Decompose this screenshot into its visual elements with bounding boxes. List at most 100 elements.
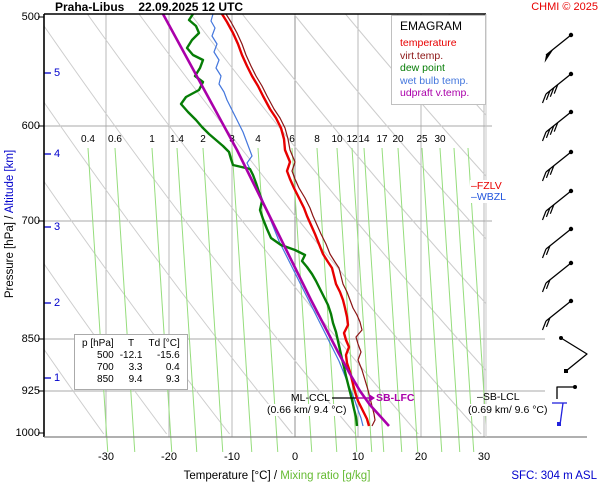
pressure-tick-700: 700 — [21, 215, 40, 227]
temp-tick-20: 20 — [414, 451, 428, 463]
pressure-tick-600: 600 — [21, 120, 40, 132]
ml-ccl-label: ML-CCL — [290, 392, 330, 404]
ml-ccl-detail: (0.66 km/ 9.4 °C) — [266, 404, 348, 416]
wind-barb-icon — [541, 149, 574, 182]
wind-barb-shaft — [560, 337, 588, 372]
altitude-tick-3: 3 — [54, 221, 61, 233]
table-row: 850 9.4 9.3 — [79, 374, 183, 386]
altitude-tick-2: 2 — [54, 297, 61, 309]
table-header-temp: T — [128, 338, 135, 349]
mixing-ratio-line — [151, 147, 173, 452]
temp-tick-10: 10 — [351, 451, 365, 463]
legend-updraft-vtemp: udpraft v.temp. — [400, 87, 470, 99]
plot-frame — [43, 13, 587, 438]
altitude-tick-4: 4 — [54, 148, 61, 160]
surface-elevation-label: SFC: 304 m ASL — [511, 470, 597, 482]
legend-wet-bulb: wet bulb temp. — [400, 74, 469, 87]
mix-label-30: 30 — [434, 134, 446, 145]
mix-label-12: 12 — [346, 134, 358, 145]
wind-barbs — [541, 32, 588, 426]
altitude-axis-label: Altitude [km] — [4, 149, 16, 214]
mixing-ratio-line — [114, 147, 136, 452]
dry-adiabat — [190, 14, 486, 372]
table-row: 500 -12.1 -15.6 — [79, 350, 183, 362]
cell-p-500: 500 — [97, 350, 114, 361]
altitude-tick-5: 5 — [54, 67, 61, 79]
sounding-datetime: 22.09.2025 12 UTC — [138, 0, 244, 14]
sb-lfc-label: SB-LFC — [376, 392, 415, 404]
freezing-level-label: –FZLV — [470, 180, 503, 192]
annotation-markers — [332, 394, 375, 402]
mixing-ratio-line — [231, 147, 253, 452]
wind-barb-icon — [541, 260, 574, 293]
wind-barb-icon — [541, 109, 574, 142]
station-name: Praha-Libus — [55, 0, 125, 14]
temp-tick--20: -20 — [161, 451, 177, 463]
legend-temperature: temperature — [400, 37, 457, 49]
altitude-tick-1: 1 — [54, 372, 61, 384]
temp-tick--10: -10 — [224, 451, 240, 463]
updraft-virtual-temperature-curve — [161, 14, 390, 427]
mix-label-8: 8 — [314, 134, 320, 145]
table-header-pressure: p [hPa] — [82, 338, 114, 349]
mix-label-17: 17 — [376, 134, 388, 145]
wind-barb-shaft — [556, 386, 575, 399]
wind-barb-icon — [541, 298, 574, 331]
mixing-ratio-line — [421, 147, 443, 452]
mixing-ratio-line — [363, 147, 385, 452]
mixing-ratio-line — [397, 147, 419, 452]
table-row: 700 3.3 0.4 — [79, 362, 183, 374]
mixing-ratio-line — [439, 147, 461, 452]
temp-tick--30: -30 — [98, 451, 114, 463]
mixing-ratio-line — [381, 147, 403, 452]
mix-label-14: 14 — [358, 134, 370, 145]
sounding-curves — [161, 14, 390, 427]
wind-barb-icon — [544, 32, 574, 63]
mix-label-10: 10 — [331, 134, 343, 145]
mix-label-6: 6 — [289, 134, 295, 145]
cell-p-700: 700 — [97, 362, 114, 373]
copyright-notice: CHMI © 2025 — [531, 1, 598, 13]
mixing-ratio-line — [176, 147, 198, 452]
wet-bulb-curve — [210, 14, 364, 427]
temp-tick-30: 30 — [477, 451, 491, 463]
wind-barb-icon — [556, 385, 577, 399]
mixing-ratio-axis-label: Mixing ratio [g/kg] — [280, 470, 371, 482]
dew-point-curve — [179, 14, 359, 427]
dry-adiabat — [86, 14, 419, 435]
sb-lfc-arrow-icon — [369, 394, 375, 402]
legend-title: EMAGRAM — [400, 19, 463, 33]
pressure-tick-500: 500 — [21, 11, 40, 23]
mix-label-4: 4 — [255, 134, 261, 145]
cell-td-500: -15.6 — [156, 350, 180, 361]
temp-tick-0: 0 — [291, 451, 299, 463]
cell-t-500: -12.1 — [119, 350, 143, 361]
axis-ticks — [38, 16, 51, 434]
pressure-axis-label: Pressure [hPa] — [4, 222, 16, 299]
cell-t-850: 9.4 — [128, 374, 143, 385]
cell-p-850: 850 — [97, 374, 114, 385]
x-axis-title: Temperature [°C] / Mixing ratio [g/kg] — [184, 470, 371, 482]
cell-t-700: 3.3 — [128, 362, 143, 373]
y-axis-title: Pressure [hPa] / Altitude [km] — [4, 129, 16, 319]
legend-virt-temp: virt.temp. — [400, 49, 444, 62]
cell-td-700: 0.4 — [165, 362, 180, 373]
wet-bulb-zero-label: –WBZL — [470, 191, 508, 203]
pressure-tick-1000: 1000 — [15, 427, 40, 439]
pressure-tick-850: 850 — [21, 333, 40, 345]
dry-adiabat — [241, 14, 486, 305]
dry-adiabat — [138, 14, 482, 435]
table-header-dewpoint: Td [°C] — [148, 338, 180, 349]
x-axis-separator: / — [270, 470, 281, 482]
pressure-tick-925: 925 — [21, 385, 40, 397]
legend-dew-point: dew point — [400, 62, 445, 74]
surface-wind-barb-icon — [552, 402, 567, 426]
mix-label-20: 20 — [392, 134, 404, 145]
virtual-temperature-curve — [225, 14, 376, 427]
mix-label-25: 25 — [416, 134, 428, 145]
mixing-ratio-line — [87, 147, 109, 452]
sb-lcl-label: –SB-LCL — [477, 391, 520, 403]
wind-barb-icon — [541, 71, 574, 104]
